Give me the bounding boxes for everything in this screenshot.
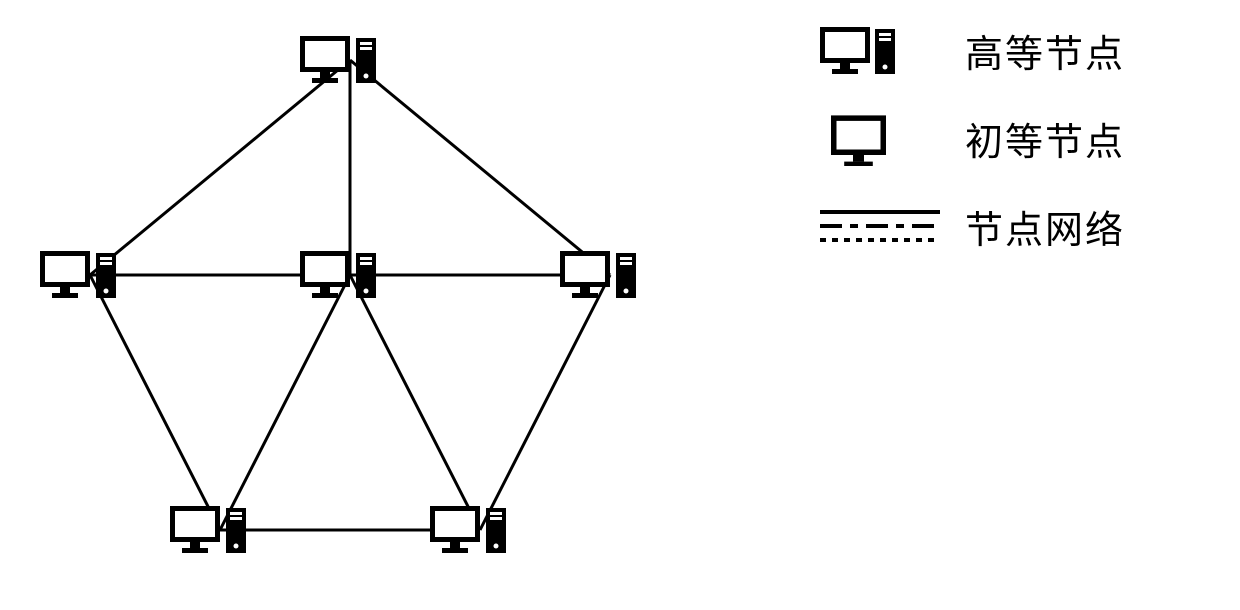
network-edge (90, 275, 220, 530)
legend-label: 高等节点 (965, 23, 1125, 78)
network-edge (350, 275, 480, 530)
line-styles-icon (820, 210, 950, 242)
network-node (430, 500, 530, 565)
network-node (170, 500, 270, 565)
dotted-line-icon (820, 238, 940, 242)
full-node-icon (820, 23, 950, 78)
legend-label: 节点网络 (965, 199, 1125, 254)
legend: 高等节点 初等节点 节点网络 (820, 20, 1220, 284)
network-node (560, 245, 660, 310)
legend-label: 初等节点 (965, 111, 1125, 166)
network-node (300, 30, 400, 95)
legend-item-primary-node: 初等节点 (820, 108, 1220, 168)
legend-item-network: 节点网络 (820, 196, 1220, 256)
dashdot-line-icon (820, 224, 940, 228)
network-node (40, 245, 140, 310)
monitor-icon (820, 111, 950, 166)
legend-item-advanced-node: 高等节点 (820, 20, 1220, 80)
network-node (300, 245, 400, 310)
network-edge (220, 275, 350, 530)
solid-line-icon (820, 210, 940, 214)
network-edge (480, 275, 610, 530)
network-diagram (0, 0, 720, 610)
